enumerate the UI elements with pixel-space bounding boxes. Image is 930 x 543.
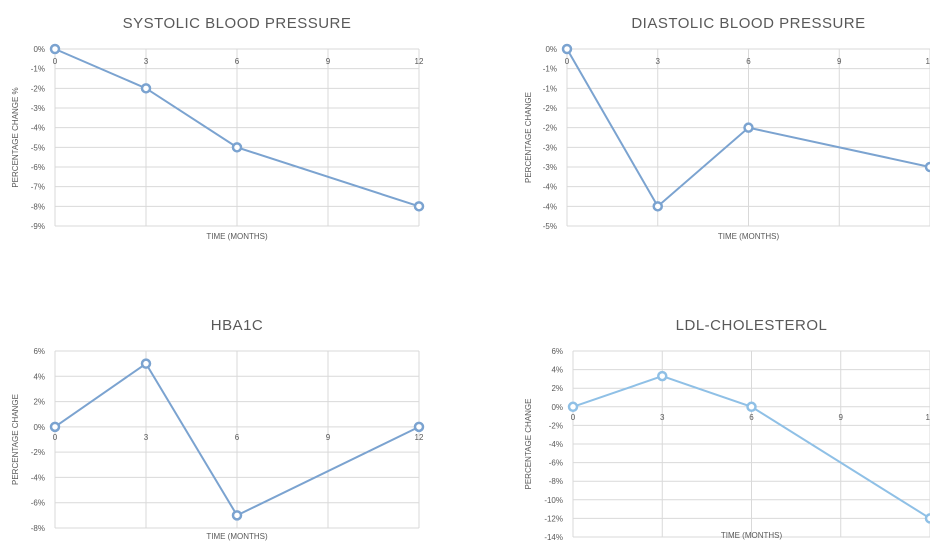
- data-point: [924, 513, 930, 524]
- y-tick-label: 6%: [33, 347, 45, 356]
- x-axis-label: TIME (MONTHS): [721, 531, 783, 540]
- data-point: [657, 370, 668, 382]
- y-tick-label: 4%: [33, 372, 45, 381]
- y-tick-label: 2%: [33, 398, 45, 407]
- data-point: [140, 358, 152, 369]
- x-tick-label: 3: [144, 433, 149, 442]
- chart-svg: SYSTOLIC BLOOD PRESSURE 0% -1% -2% -3% -4% -5%…: [11, 15, 425, 241]
- x-tick-label: 0: [53, 433, 58, 442]
- y-axis-label: PERCENTAGE CHANGE: [524, 92, 533, 183]
- chart-ldl: LDL-CHOLESTEROL 6% 4% 2% 0% -2% -4% -6% -8% -10% -…: [465, 272, 930, 543]
- y-tick-label: -8%: [31, 202, 45, 211]
- y-axis-label: PERCENTAGE CHANGE: [11, 394, 20, 485]
- data-point: [746, 401, 757, 413]
- chart-svg: DIASTOLIC BLOOD PRESSURE 0% -1% -1% -2% -2% -3…: [524, 15, 930, 241]
- data-point: [413, 421, 425, 433]
- y-tick-label: -9%: [31, 222, 45, 231]
- series-line: [54, 48, 420, 208]
- y-tick-label: -2%: [543, 124, 557, 133]
- y-tick-label: -4%: [31, 473, 45, 482]
- y-tick-label: -1%: [543, 84, 557, 93]
- y-tick-label: 2%: [551, 384, 563, 393]
- data-point: [567, 401, 579, 413]
- y-tick-label: -6%: [31, 499, 45, 508]
- x-tick-label: 12: [415, 57, 424, 66]
- x-tick-label: 9: [839, 413, 844, 422]
- chart-title: HBA1C: [211, 317, 264, 334]
- x-tick-label: 9: [326, 433, 331, 442]
- x-tick-label: 0: [571, 413, 576, 422]
- y-tick-label: 0%: [33, 423, 45, 432]
- data-point: [231, 142, 243, 153]
- x-tick-label: 9: [326, 57, 331, 66]
- y-tick-label: 0%: [33, 45, 45, 54]
- x-axis-label: TIME (MONTHS): [206, 532, 268, 541]
- chart-svg: HBA1C 6% 4% 2% 0% -2% -4% -6% -8% 0 3 6 9 12 TIME (MON…: [11, 317, 425, 541]
- x-tick-label: 0: [53, 57, 58, 66]
- x-tick-label: 6: [749, 413, 754, 422]
- y-axis-label: PERCENTAGE CHANGE: [524, 399, 533, 490]
- x-tick-label: 3: [144, 57, 149, 66]
- series-line: [572, 375, 930, 520]
- y-tick-label: -2%: [31, 448, 45, 457]
- y-tick-label: -10%: [544, 496, 563, 505]
- x-tick-label: 9: [837, 57, 842, 66]
- y-tick-label: -8%: [31, 524, 45, 533]
- chart-diastolic: DIASTOLIC BLOOD PRESSURE 0% -1% -1% -2% -2% -3…: [465, 0, 930, 272]
- y-tick-label: -6%: [549, 459, 563, 468]
- y-tick-label: -5%: [31, 143, 45, 152]
- chart-title: LDL-CHOLESTEROL: [676, 317, 828, 334]
- chart-hba1c: HBA1C 6% 4% 2% 0% -2% -4% -6% -8% 0 3 6 9 12 TIME (MON…: [0, 272, 465, 543]
- y-tick-label: -8%: [549, 477, 563, 486]
- y-tick-label: -7%: [31, 183, 45, 192]
- data-point: [743, 122, 754, 133]
- x-axis-label: TIME (MONTHS): [206, 232, 268, 241]
- y-tick-label: -1%: [543, 65, 557, 74]
- y-tick-label: -2%: [549, 421, 563, 430]
- x-tick-label: 6: [746, 57, 751, 66]
- series-line: [54, 362, 420, 517]
- y-tick-label: -4%: [543, 183, 557, 192]
- data-point: [49, 43, 61, 55]
- chart-svg: LDL-CHOLESTEROL 6% 4% 2% 0% -2% -4% -6% -8% -10% -…: [524, 317, 930, 542]
- y-tick-label: -1%: [31, 65, 45, 74]
- series-line: [566, 48, 930, 208]
- y-tick-label: -3%: [31, 104, 45, 113]
- data-point: [652, 201, 663, 212]
- y-tick-label: 6%: [551, 347, 563, 356]
- data-point: [140, 83, 152, 94]
- y-tick-label: -5%: [543, 222, 557, 231]
- x-tick-label: 3: [660, 413, 665, 422]
- x-tick-label: 3: [656, 57, 661, 66]
- x-tick-label: 6: [235, 433, 240, 442]
- y-tick-label: -3%: [543, 163, 557, 172]
- y-tick-label: -6%: [31, 163, 45, 172]
- y-tick-label: -2%: [543, 104, 557, 113]
- y-tick-label: -4%: [549, 440, 563, 449]
- x-tick-label: 12: [926, 413, 930, 422]
- x-axis-label: TIME (MONTHS): [718, 232, 780, 241]
- y-tick-label: 4%: [551, 366, 563, 375]
- y-tick-label: -3%: [543, 143, 557, 152]
- y-tick-label: -4%: [31, 124, 45, 133]
- data-point: [231, 510, 243, 521]
- data-point: [561, 43, 573, 55]
- data-point: [413, 201, 425, 212]
- x-tick-label: 6: [235, 57, 240, 66]
- chart-title: DIASTOLIC BLOOD PRESSURE: [631, 15, 865, 32]
- chart-systolic: SYSTOLIC BLOOD PRESSURE 0% -1% -2% -3% -4% -5%…: [0, 0, 465, 272]
- y-tick-label: -14%: [544, 533, 563, 542]
- y-tick-label: -4%: [543, 202, 557, 211]
- x-tick-label: 0: [565, 57, 570, 66]
- y-tick-label: 0%: [545, 45, 557, 54]
- x-tick-label: 12: [415, 433, 424, 442]
- y-tick-label: 0%: [551, 403, 563, 412]
- x-tick-label: 12: [926, 57, 930, 66]
- data-point: [49, 421, 61, 433]
- chart-title: SYSTOLIC BLOOD PRESSURE: [123, 15, 352, 32]
- data-point: [924, 161, 930, 173]
- y-tick-label: -2%: [31, 84, 45, 93]
- y-tick-label: -12%: [544, 514, 563, 523]
- y-axis-label: PERCENTAGE CHANGE %: [11, 87, 20, 187]
